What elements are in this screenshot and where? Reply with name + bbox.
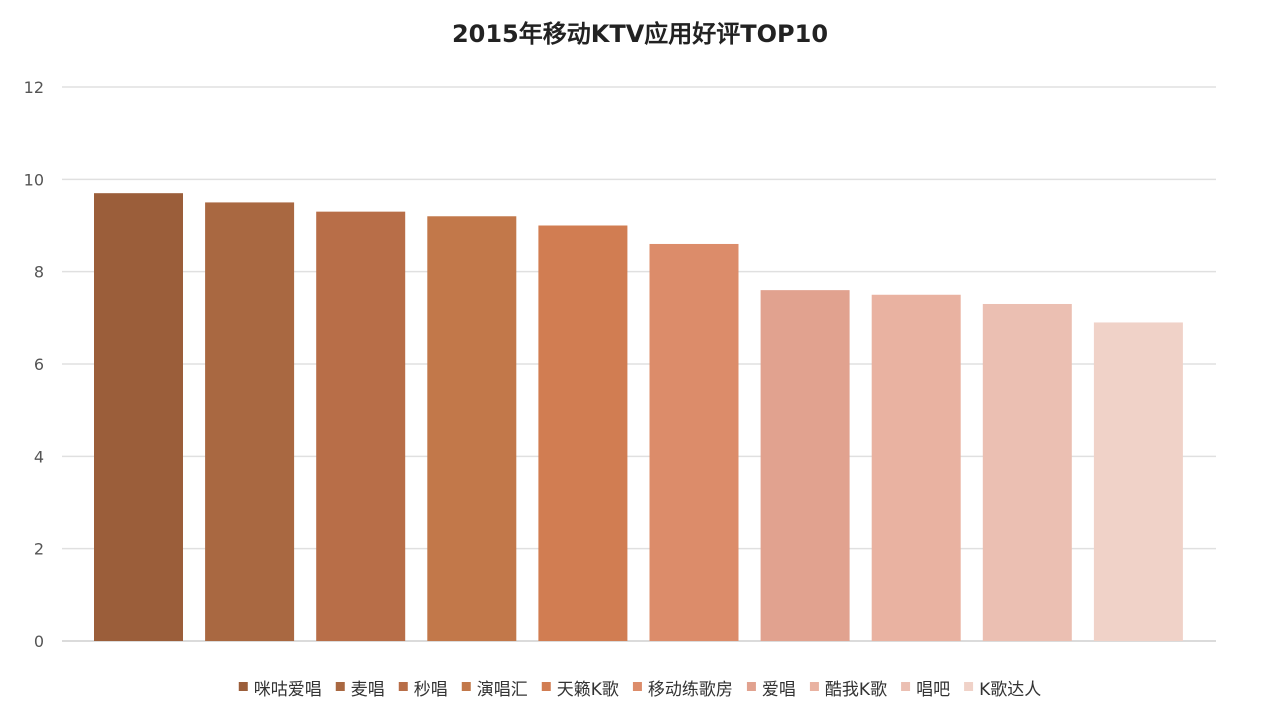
bar-10	[1093, 322, 1183, 641]
y-axis-ticks: 0 2 4 6 8 10 12	[24, 78, 44, 651]
bar-3	[316, 211, 406, 641]
legend-item-10: K歌达人	[964, 680, 1041, 700]
legend-item-9: 唱吧	[901, 680, 950, 700]
bar-9	[982, 303, 1072, 641]
legend-swatch	[964, 682, 974, 691]
legend-swatch	[901, 682, 911, 691]
legend-item-1: 咪咕爱唱	[238, 680, 322, 700]
chart-title: 2015年移动KTV应用好评TOP10	[451, 20, 829, 48]
legend-item-3: 秒唱	[398, 680, 448, 700]
bar-6	[649, 243, 739, 641]
legend-swatch	[632, 682, 642, 691]
bar-4	[427, 216, 517, 641]
legend-swatch	[541, 682, 551, 691]
y-tick-label: 8	[34, 263, 44, 282]
legend-swatch	[335, 682, 345, 691]
legend-item-7: 爱唱	[746, 680, 796, 700]
legend-label: 爱唱	[762, 680, 796, 700]
legend-swatch	[746, 682, 756, 691]
legend-item-8: 酷我K歌	[809, 680, 887, 700]
y-tick-label: 12	[24, 78, 44, 97]
legend-item-2: 麦唱	[335, 680, 385, 700]
legend-swatch	[809, 682, 819, 691]
legend-label: 唱吧	[916, 680, 950, 700]
bar-7	[760, 290, 850, 641]
y-tick-label: 0	[34, 632, 44, 651]
legend-label: K歌达人	[979, 680, 1041, 700]
legend-swatch	[398, 682, 408, 691]
legend-item-6: 移动练歌房	[632, 680, 733, 700]
y-tick-label: 6	[34, 355, 44, 374]
legend-label: 麦唱	[351, 680, 385, 700]
legend-label: 移动练歌房	[648, 680, 733, 700]
legend-item-5: 天籁K歌	[541, 680, 619, 700]
bar-5	[538, 225, 628, 641]
bar-8	[871, 294, 961, 641]
legend-label: 酷我K歌	[825, 680, 887, 700]
legend-label: 天籁K歌	[557, 680, 619, 700]
legend-swatch	[238, 682, 248, 691]
y-tick-label: 2	[34, 540, 44, 559]
legend-swatch	[461, 682, 471, 691]
y-tick-label: 10	[24, 170, 44, 189]
legend-label: 演唱汇	[477, 680, 528, 700]
legend-label: 秒唱	[414, 680, 448, 700]
legend: 咪咕爱唱 麦唱 秒唱 演唱汇 天籁K歌 移动练歌房 爱唱 酷我K歌 唱吧 K歌达人	[238, 680, 1041, 700]
legend-item-4: 演唱汇	[461, 680, 528, 700]
y-tick-label: 4	[34, 447, 44, 466]
bars	[94, 193, 1183, 641]
bar-2	[205, 202, 295, 641]
bar-1	[94, 193, 183, 641]
legend-label: 咪咕爱唱	[254, 680, 322, 700]
